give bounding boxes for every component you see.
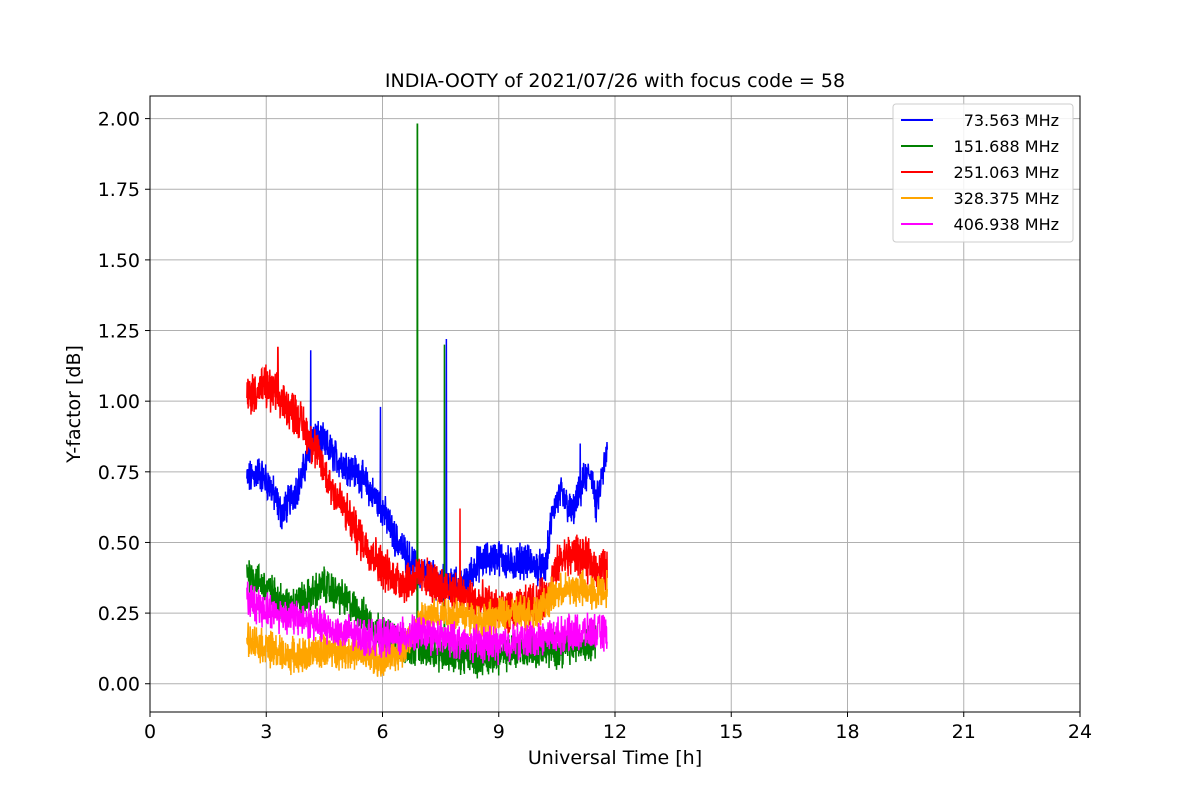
legend-entry: 251.063 MHz — [954, 163, 1059, 182]
legend-entry: 406.938 MHz — [954, 215, 1059, 234]
y-tick-label: 0.25 — [98, 603, 140, 625]
y-tick-label: 1.00 — [98, 391, 140, 413]
y-tick-label: 1.50 — [98, 250, 140, 272]
x-tick-label: 12 — [603, 721, 627, 743]
x-tick-label: 21 — [952, 721, 976, 743]
legend-box — [892, 103, 1074, 243]
x-tick-label: 6 — [376, 721, 388, 743]
plot-area — [246, 123, 608, 679]
x-tick-label: 9 — [493, 721, 505, 743]
y-tick-label: 1.25 — [98, 321, 140, 343]
x-tick-label: 3 — [260, 721, 272, 743]
y-axis-label: Y-factor [dB] — [63, 345, 85, 464]
y-tick-label: 0.50 — [98, 532, 140, 554]
chart-title: INDIA-OOTY of 2021/07/26 with focus code… — [385, 70, 845, 92]
legend-entry: 151.688 MHz — [954, 137, 1059, 156]
x-tick-label: 24 — [1068, 721, 1092, 743]
y-tick-label: 0.75 — [98, 462, 140, 484]
legend: 73.563 MHz 151.688 MHz 251.063 MHz 328.375 … — [892, 103, 1074, 243]
legend-entry: 328.375 MHz — [954, 189, 1059, 208]
y-tick-label: 0.00 — [98, 674, 140, 696]
legend-entry: 73.563 MHz — [964, 111, 1059, 130]
x-axis-label: Universal Time [h] — [528, 747, 702, 769]
y-axis: 0.00 0.25 0.50 0.75 1.00 1.25 1.50 1.75 2.00 — [98, 109, 150, 696]
x-tick-label: 15 — [719, 721, 743, 743]
y-tick-label: 1.75 — [98, 179, 140, 201]
y-tick-label: 2.00 — [98, 109, 140, 131]
x-tick-label: 0 — [144, 721, 156, 743]
grid — [149, 96, 1081, 712]
x-axis: 0 3 6 9 12 15 18 21 24 — [144, 712, 1092, 743]
series-line-5 — [246, 581, 608, 666]
x-tick-label: 18 — [835, 721, 859, 743]
